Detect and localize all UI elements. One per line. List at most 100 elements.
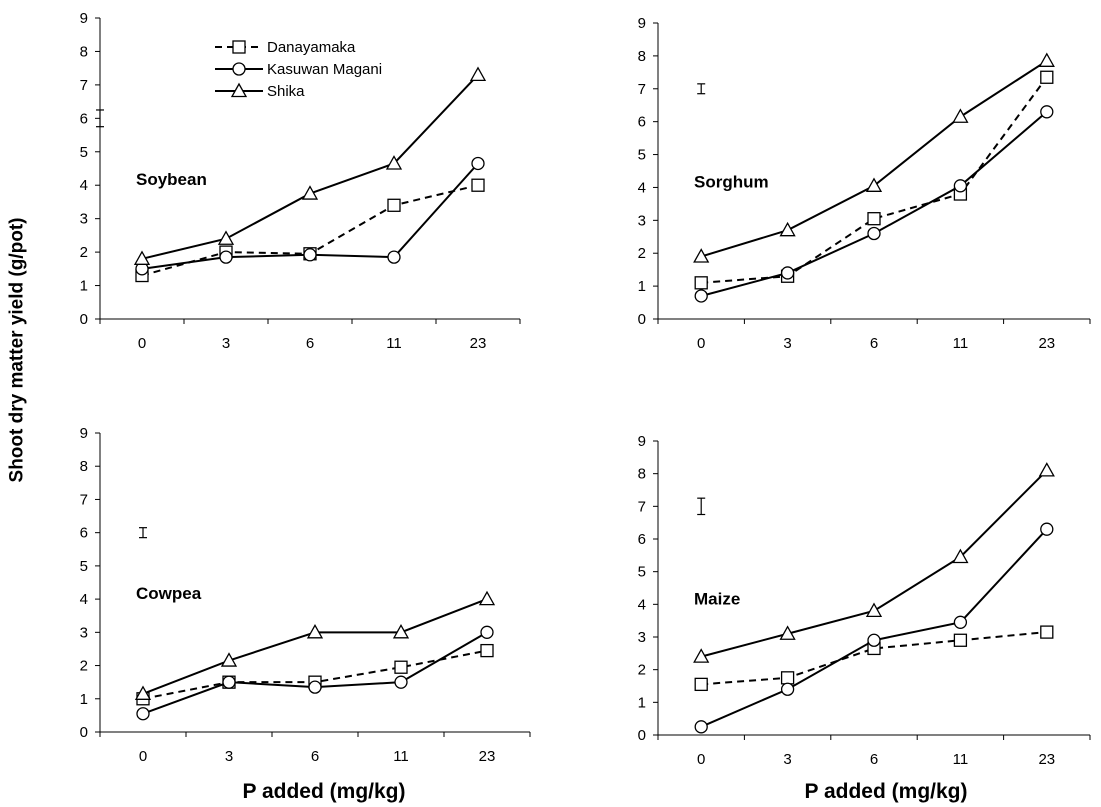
legend-marker (232, 40, 246, 54)
data-point (694, 677, 708, 692)
data-point (1038, 462, 1055, 477)
x-tick-label: 6 (870, 751, 878, 768)
data-point (694, 720, 708, 734)
series-kasuwan-magani (694, 105, 1054, 303)
y-tick-label: 8 (80, 43, 88, 60)
x-tick-label: 0 (138, 335, 146, 352)
y-tick-label: 9 (80, 10, 88, 27)
data-point (1038, 52, 1055, 67)
data-point (865, 177, 883, 192)
data-point (952, 108, 969, 123)
y-tick-label: 7 (638, 498, 646, 515)
x-tick-label: 23 (470, 335, 487, 352)
y-tick-label: 5 (638, 147, 646, 164)
data-point (867, 212, 881, 226)
y-tick-label: 5 (80, 144, 88, 161)
series-line (701, 631, 1047, 686)
legend-marker (232, 62, 246, 76)
data-point (136, 707, 150, 721)
panel-title: Sorghum (694, 172, 769, 191)
y-tick-label: 8 (638, 48, 646, 65)
series-kasuwan-magani (694, 522, 1054, 734)
y-tick-label: 4 (638, 596, 646, 613)
y-tick-label: 1 (638, 694, 646, 711)
panel-title: Maize (694, 589, 740, 608)
data-point (1040, 522, 1054, 536)
y-tick-label: 9 (638, 433, 646, 450)
series-danayamaka (694, 70, 1054, 290)
data-point (953, 615, 968, 629)
data-point (219, 250, 233, 264)
series-kasuwan-magani (135, 156, 485, 276)
legend-label: Shika (267, 83, 305, 100)
panel-title: Soybean (136, 170, 207, 189)
error-bar (96, 109, 104, 128)
y-tick-label: 2 (80, 244, 88, 261)
data-point (471, 156, 485, 171)
data-point (1040, 70, 1054, 84)
y-tick-label: 6 (638, 114, 646, 131)
data-point (394, 675, 408, 689)
y-tick-label: 4 (80, 177, 88, 194)
y-tick-label: 3 (80, 211, 88, 228)
data-point (217, 230, 235, 245)
data-point (471, 178, 485, 192)
series-shika (693, 462, 1055, 663)
x-tick-label: 6 (311, 748, 319, 765)
y-tick-label: 3 (638, 212, 646, 229)
y-tick-label: 1 (80, 278, 88, 295)
data-point (1040, 625, 1054, 639)
legend: Danayamaka Kasuwan Magani Shika (215, 39, 382, 100)
data-point (953, 633, 968, 647)
y-tick-label: 4 (638, 179, 646, 196)
x-tick-label: 23 (1038, 335, 1055, 352)
series-line (141, 74, 479, 260)
data-point (952, 548, 969, 564)
data-point (865, 602, 883, 618)
error-bar (139, 527, 147, 539)
x-tick-label: 11 (953, 751, 969, 768)
x-tick-label: 11 (393, 748, 409, 765)
data-point (953, 179, 968, 193)
data-point (780, 671, 795, 685)
series-line (700, 111, 1048, 297)
data-point (693, 648, 710, 663)
y-tick-label: 0 (80, 724, 88, 741)
y-tick-label: 7 (80, 491, 88, 508)
data-point (780, 266, 795, 280)
data-point (308, 680, 322, 694)
x-axis-label-left: P added (mg/kg) (242, 780, 406, 803)
error-bar (697, 83, 706, 95)
x-axis-label-right: P added (mg/kg) (804, 780, 968, 803)
data-point (1040, 105, 1054, 119)
data-point (693, 248, 710, 263)
y-tick-label: 8 (80, 458, 88, 475)
x-tick-label: 23 (1038, 751, 1055, 768)
data-point (480, 625, 494, 639)
data-point (867, 226, 881, 241)
data-point (301, 185, 319, 200)
y-tick-label: 8 (638, 466, 646, 483)
legend-marker (230, 82, 248, 98)
data-point (867, 633, 881, 647)
data-point (134, 685, 152, 700)
x-tick-label: 23 (479, 748, 496, 765)
y-tick-label: 9 (80, 425, 88, 442)
data-point (780, 682, 795, 696)
y-tick-label: 1 (80, 691, 88, 708)
legend-label: Danayamaka (267, 39, 356, 56)
series-shika (134, 590, 496, 700)
x-tick-label: 0 (139, 748, 147, 765)
series-shika (693, 52, 1055, 263)
series-line (701, 76, 1048, 284)
x-tick-label: 11 (953, 335, 969, 352)
data-point (480, 643, 494, 658)
y-tick-label: 0 (638, 727, 646, 744)
y-tick-label: 2 (638, 245, 646, 262)
y-tick-label: 5 (80, 558, 88, 575)
y-tick-label: 4 (80, 591, 88, 608)
